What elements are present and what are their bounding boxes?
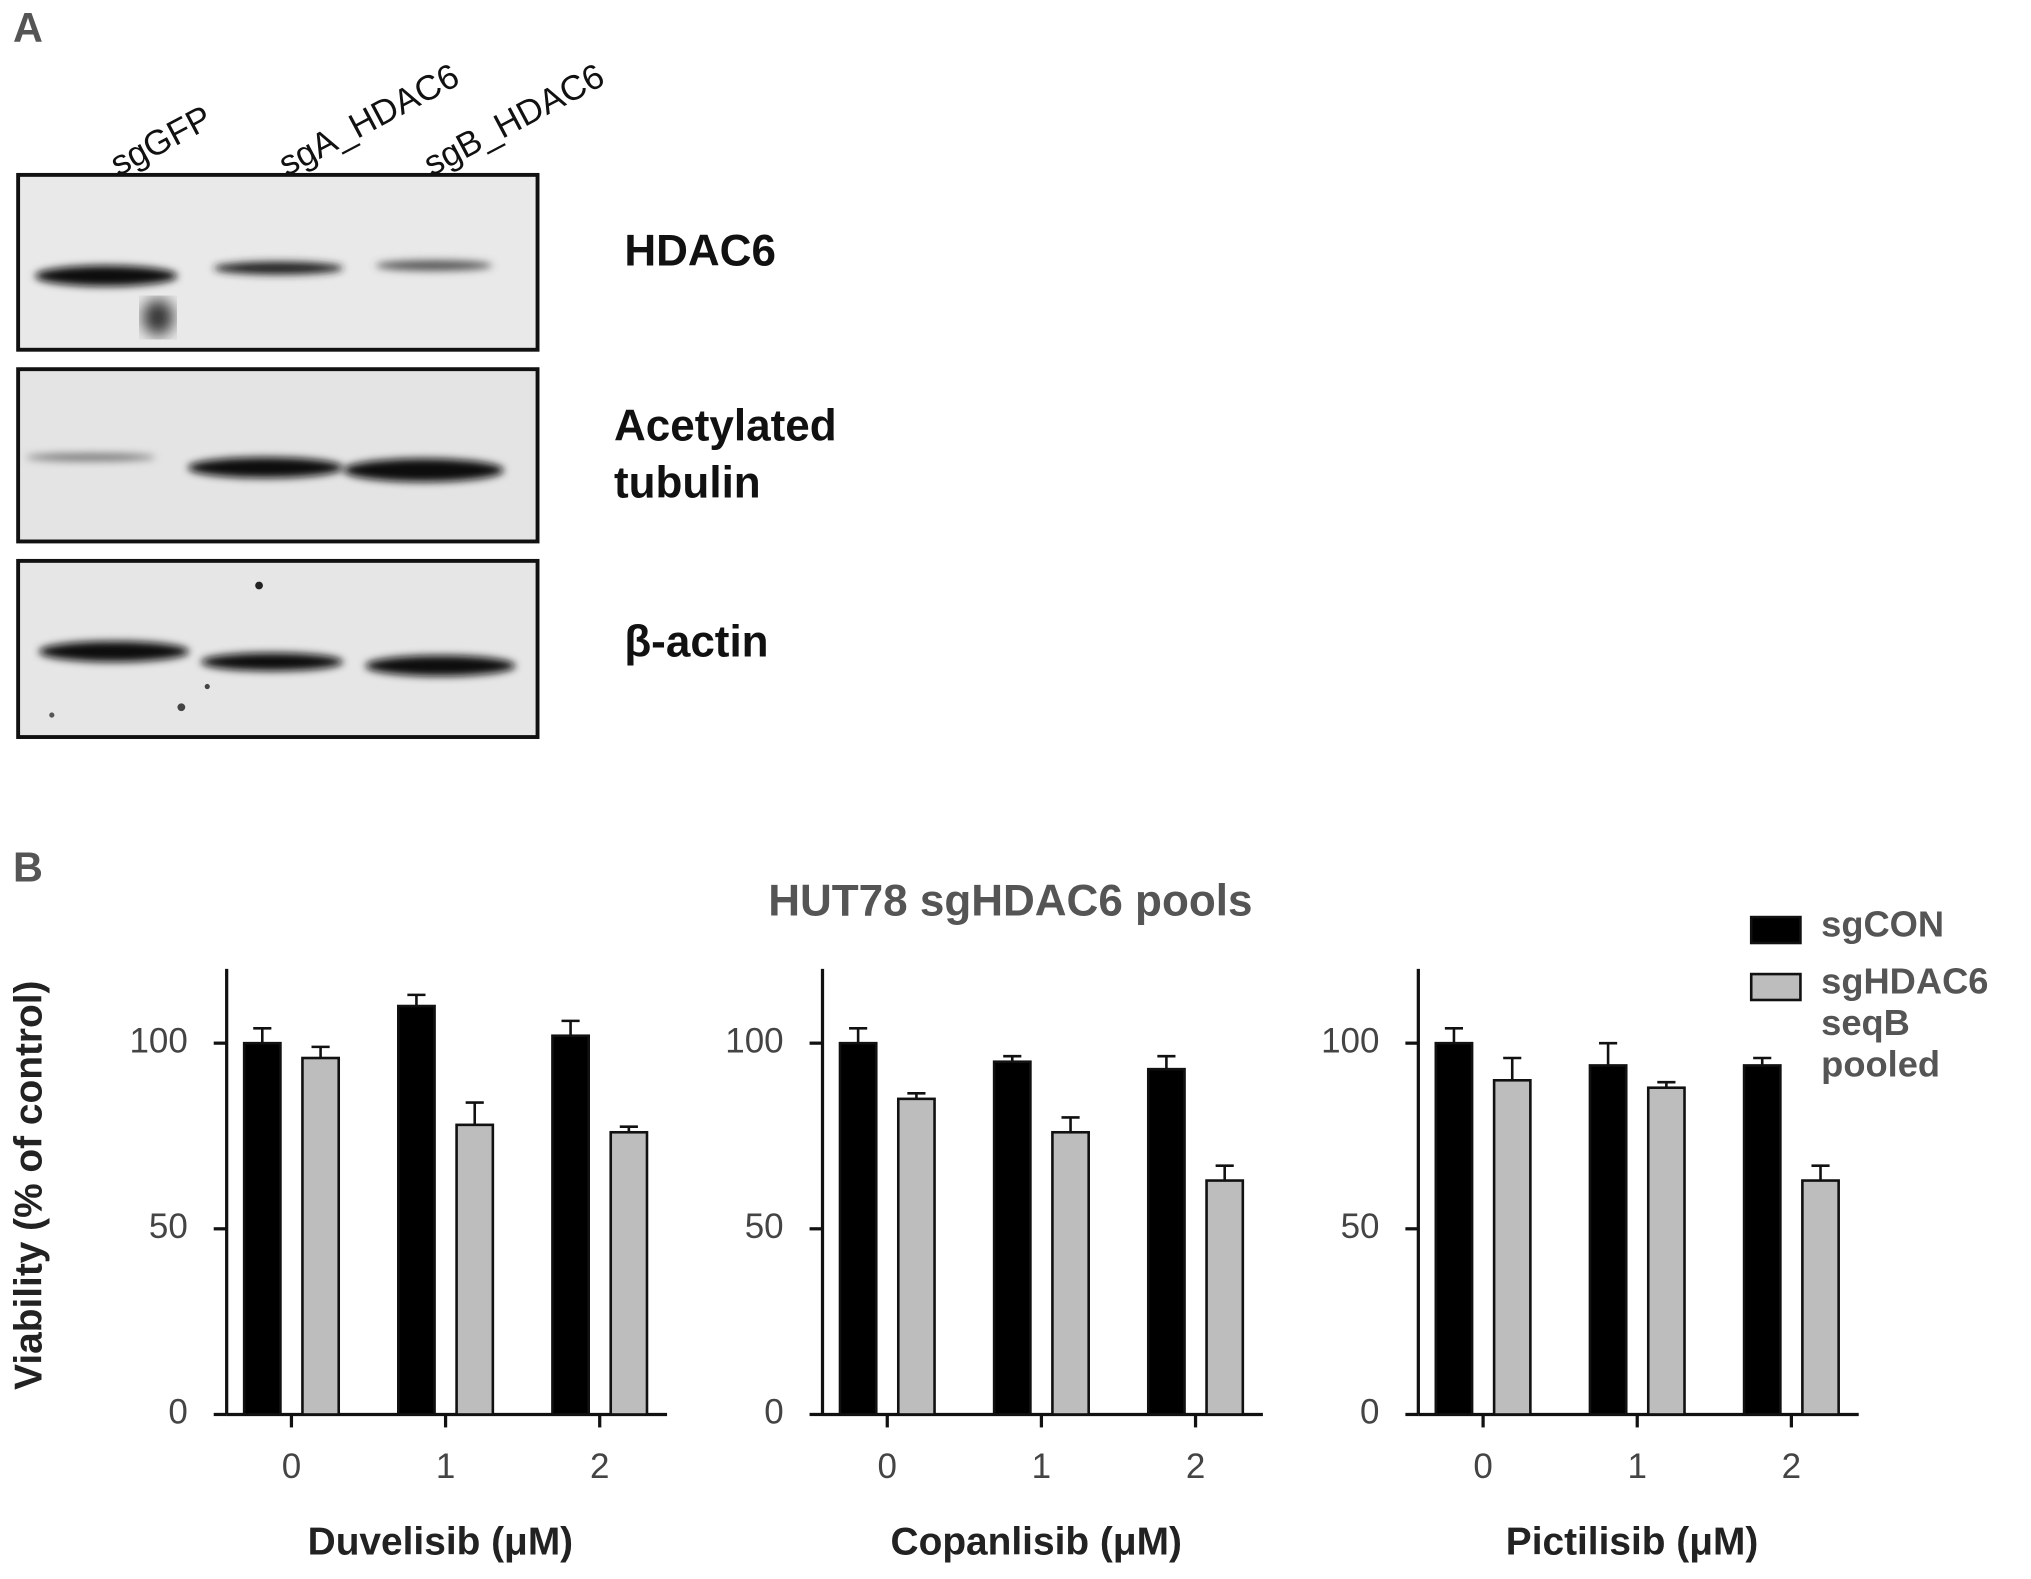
blot-label: β-actin <box>624 618 768 667</box>
bar <box>1646 1086 1686 1416</box>
x-tick-label: 1 <box>1628 1447 1647 1486</box>
y-axis-label: Viability (% of control) <box>7 981 50 1390</box>
error-bar <box>1444 1027 1464 1044</box>
blot-hdac6 <box>16 172 540 352</box>
bar <box>455 1123 495 1416</box>
blot-label: HDAC6 <box>624 227 776 276</box>
error-bar <box>1157 1054 1176 1070</box>
bar <box>1801 1179 1840 1416</box>
x-axis-label: Copanlisib (μM) <box>891 1520 1182 1563</box>
blot-beta-actin <box>16 558 540 739</box>
bar <box>397 1004 436 1416</box>
bar <box>551 1034 591 1416</box>
legend-label: sgHDAC6 seqB pooled <box>1821 961 1989 1085</box>
y-tick-label: 50 <box>745 1207 784 1246</box>
bar <box>992 1060 1032 1416</box>
bar <box>301 1056 341 1416</box>
x-tick-label: 0 <box>878 1447 897 1486</box>
legend-label-box: sgCON <box>1821 904 1945 945</box>
bar <box>242 1041 282 1416</box>
legend-swatch <box>1749 915 1802 945</box>
y-tick-label: 0 <box>168 1393 187 1432</box>
y-tick-label: 100 <box>725 1021 783 1060</box>
x-tick-label: 2 <box>1186 1447 1205 1486</box>
bar <box>1434 1041 1474 1416</box>
x-tick-label: 1 <box>1032 1447 1051 1486</box>
y-tick-label: 50 <box>149 1207 188 1246</box>
bar <box>838 1041 878 1416</box>
x-tick-label: 0 <box>282 1447 301 1486</box>
error-bar <box>849 1027 868 1044</box>
legend-label: sgCON <box>1821 904 1945 945</box>
bar <box>896 1097 936 1416</box>
bar <box>1492 1078 1532 1416</box>
y-tick-label: 0 <box>1360 1393 1379 1432</box>
x-axis-label: Duvelisib (μM) <box>308 1520 573 1563</box>
y-tick-label: 100 <box>129 1021 187 1060</box>
error-bar <box>1503 1056 1522 1081</box>
y-tick-label: 0 <box>764 1393 783 1432</box>
error-bar <box>407 993 426 1007</box>
chart-title: HUT78 sgHDAC6 pools <box>768 877 1252 926</box>
error-bar <box>1215 1164 1234 1181</box>
error-bar <box>1061 1116 1080 1133</box>
x-tick-label: 2 <box>1782 1447 1801 1486</box>
bar <box>1146 1067 1186 1416</box>
bar <box>1588 1064 1628 1416</box>
blot-label-box: Acetylated tubulin <box>613 401 837 509</box>
x-tick-label: 0 <box>1473 1447 1492 1486</box>
x-tick-label: 1 <box>436 1447 455 1486</box>
error-bar <box>1811 1164 1830 1181</box>
legend-label-box: sgHDAC6 seqB pooled <box>1821 961 1989 1085</box>
panel-label: B <box>13 843 43 890</box>
blot-acetylated-tubulin <box>16 367 540 544</box>
x-axis-label: Pictilisib (μM) <box>1506 1520 1759 1563</box>
error-bar <box>311 1045 330 1059</box>
error-bar <box>465 1101 484 1125</box>
error-bar <box>561 1019 580 1036</box>
lane-label: sgGFP <box>104 98 218 184</box>
panel-label: A <box>13 4 43 51</box>
error-bar <box>1599 1041 1618 1066</box>
bar <box>1742 1064 1782 1416</box>
y-tick-label: 50 <box>1341 1207 1380 1246</box>
x-tick-label: 2 <box>590 1447 609 1486</box>
y-tick-label: 100 <box>1321 1021 1379 1060</box>
bar <box>1051 1130 1090 1416</box>
bar <box>1205 1179 1245 1416</box>
legend-swatch <box>1749 972 1802 1002</box>
blot-label: Acetylated tubulin <box>613 401 837 509</box>
bar <box>609 1130 649 1416</box>
error-bar <box>253 1027 272 1044</box>
